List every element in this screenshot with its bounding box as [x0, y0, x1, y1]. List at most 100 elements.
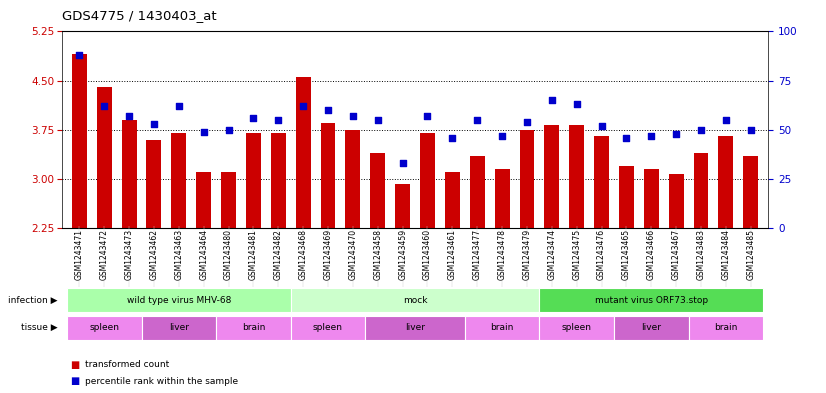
Point: [272, 117, 285, 123]
Bar: [365, 316, 465, 340]
Point: [471, 117, 484, 123]
Text: GSM1243474: GSM1243474: [548, 229, 557, 280]
Bar: [743, 156, 758, 228]
Text: GSM1243459: GSM1243459: [398, 229, 407, 280]
Bar: [121, 120, 136, 228]
Bar: [470, 156, 485, 228]
Bar: [495, 169, 510, 228]
Bar: [146, 140, 161, 228]
Bar: [544, 125, 559, 228]
Bar: [689, 316, 763, 340]
Text: GSM1243468: GSM1243468: [299, 229, 307, 280]
Text: GSM1243465: GSM1243465: [622, 229, 631, 280]
Text: GSM1243483: GSM1243483: [696, 229, 705, 280]
Point: [396, 160, 409, 166]
Bar: [320, 123, 335, 228]
Bar: [221, 172, 236, 228]
Bar: [465, 316, 539, 340]
Text: GSM1243485: GSM1243485: [746, 229, 755, 280]
Bar: [539, 288, 763, 312]
Text: GSM1243478: GSM1243478: [497, 229, 506, 280]
Bar: [370, 152, 385, 228]
Point: [695, 127, 708, 133]
Point: [222, 127, 235, 133]
Point: [595, 123, 608, 129]
Bar: [67, 288, 291, 312]
Point: [172, 103, 185, 109]
Text: spleen: spleen: [313, 323, 343, 332]
Point: [371, 117, 384, 123]
Point: [297, 103, 310, 109]
Point: [620, 134, 633, 141]
Point: [73, 52, 86, 58]
Text: GSM1243462: GSM1243462: [150, 229, 159, 280]
Bar: [72, 54, 87, 228]
Bar: [539, 316, 614, 340]
Text: GSM1243470: GSM1243470: [349, 229, 358, 280]
Bar: [395, 184, 410, 228]
Point: [421, 113, 434, 119]
Text: GSM1243476: GSM1243476: [597, 229, 606, 280]
Point: [446, 134, 459, 141]
Point: [247, 115, 260, 121]
Bar: [291, 316, 365, 340]
Point: [147, 121, 160, 127]
Text: tissue ▶: tissue ▶: [21, 323, 58, 332]
Text: GSM1243472: GSM1243472: [100, 229, 109, 280]
Point: [570, 101, 583, 107]
Bar: [291, 288, 539, 312]
Text: mutant virus ORF73.stop: mutant virus ORF73.stop: [595, 296, 708, 305]
Bar: [520, 130, 534, 228]
Point: [321, 107, 335, 113]
Text: GSM1243479: GSM1243479: [523, 229, 531, 280]
Bar: [669, 174, 684, 228]
Text: GSM1243471: GSM1243471: [75, 229, 84, 280]
Bar: [694, 152, 709, 228]
Text: brain: brain: [714, 323, 738, 332]
Text: GSM1243475: GSM1243475: [572, 229, 582, 280]
Bar: [719, 136, 733, 228]
Point: [520, 119, 534, 125]
Text: GSM1243482: GSM1243482: [273, 229, 282, 280]
Point: [645, 132, 658, 139]
Bar: [97, 87, 112, 228]
Bar: [197, 172, 211, 228]
Bar: [643, 169, 659, 228]
Bar: [445, 172, 460, 228]
Text: GSM1243467: GSM1243467: [672, 229, 681, 280]
Text: GSM1243463: GSM1243463: [174, 229, 183, 280]
Text: spleen: spleen: [89, 323, 119, 332]
Text: liver: liver: [641, 323, 662, 332]
Text: liver: liver: [169, 323, 189, 332]
Point: [719, 117, 733, 123]
Text: percentile rank within the sample: percentile rank within the sample: [85, 377, 238, 386]
Text: GSM1243464: GSM1243464: [199, 229, 208, 280]
Bar: [67, 316, 141, 340]
Text: spleen: spleen: [562, 323, 591, 332]
Text: ■: ■: [70, 360, 79, 370]
Bar: [171, 133, 187, 228]
Text: transformed count: transformed count: [85, 360, 169, 369]
Point: [197, 129, 211, 135]
Point: [744, 127, 757, 133]
Text: mock: mock: [403, 296, 427, 305]
Text: ■: ■: [70, 376, 79, 386]
Bar: [420, 133, 435, 228]
Point: [496, 132, 509, 139]
Text: GSM1243473: GSM1243473: [125, 229, 134, 280]
Point: [97, 103, 111, 109]
Text: GSM1243466: GSM1243466: [647, 229, 656, 280]
Point: [122, 113, 135, 119]
Point: [346, 113, 359, 119]
Text: brain: brain: [491, 323, 514, 332]
Bar: [569, 125, 584, 228]
Text: GSM1243484: GSM1243484: [721, 229, 730, 280]
Text: wild type virus MHV-68: wild type virus MHV-68: [126, 296, 231, 305]
Text: GSM1243460: GSM1243460: [423, 229, 432, 280]
Text: GSM1243461: GSM1243461: [448, 229, 457, 280]
Text: GSM1243481: GSM1243481: [249, 229, 258, 280]
Point: [545, 97, 558, 103]
Bar: [141, 316, 216, 340]
Text: brain: brain: [242, 323, 265, 332]
Point: [670, 130, 683, 137]
